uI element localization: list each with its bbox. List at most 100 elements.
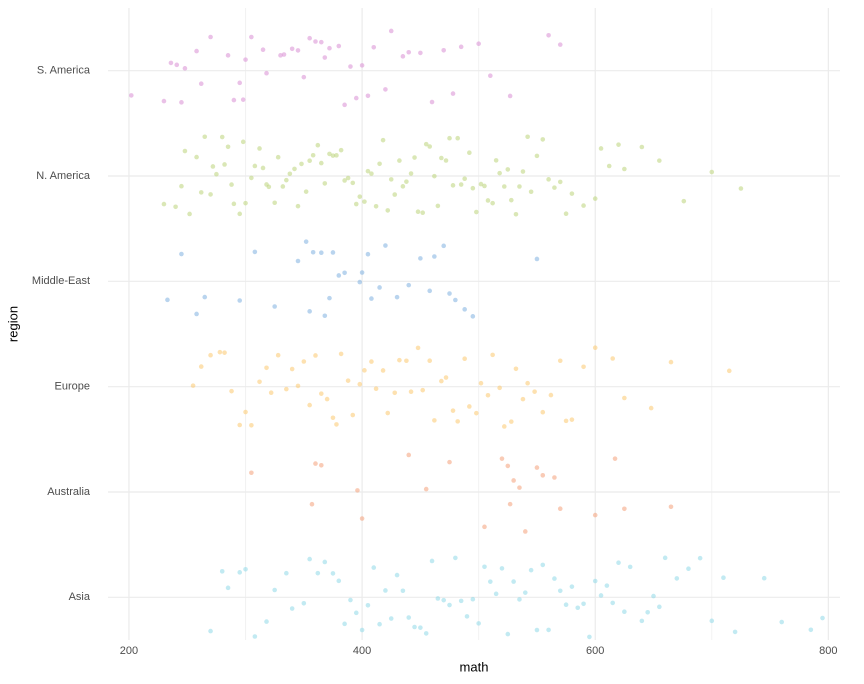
point <box>517 597 522 602</box>
point <box>397 158 402 163</box>
point <box>240 139 246 145</box>
point <box>336 578 342 584</box>
point <box>552 475 557 480</box>
point <box>622 506 627 512</box>
point <box>552 576 557 581</box>
point <box>657 604 662 610</box>
point <box>418 625 423 630</box>
point <box>474 209 479 215</box>
point <box>249 175 254 181</box>
point <box>327 151 332 157</box>
point <box>563 418 569 424</box>
point <box>214 171 219 177</box>
point <box>622 166 627 172</box>
point <box>400 184 406 189</box>
point <box>462 356 467 362</box>
point <box>252 249 258 255</box>
y-tick-label: Asia <box>69 591 91 603</box>
point <box>569 191 575 196</box>
point <box>179 100 184 105</box>
point <box>423 486 429 492</box>
point <box>406 49 412 55</box>
point <box>476 41 481 47</box>
point <box>455 419 460 424</box>
point <box>225 144 231 150</box>
point <box>275 154 281 160</box>
point <box>534 256 540 262</box>
point <box>249 34 254 40</box>
point <box>453 297 458 303</box>
point <box>485 198 491 203</box>
point <box>182 66 188 71</box>
point <box>287 171 293 177</box>
point <box>450 183 456 188</box>
point <box>350 180 356 186</box>
point <box>319 160 324 166</box>
point <box>243 57 248 62</box>
point <box>820 615 825 621</box>
point <box>365 93 371 99</box>
point <box>348 64 353 69</box>
point <box>709 169 715 175</box>
point <box>336 273 342 278</box>
point <box>237 570 243 575</box>
point <box>327 45 332 51</box>
point <box>392 192 398 197</box>
point <box>327 295 332 301</box>
point <box>377 161 382 167</box>
point <box>511 478 516 483</box>
point <box>225 585 231 591</box>
point <box>357 279 363 285</box>
point <box>808 627 814 633</box>
point <box>478 181 484 187</box>
point <box>243 566 248 572</box>
x-axis-title: math <box>460 659 489 674</box>
point <box>412 155 417 160</box>
point <box>198 81 204 86</box>
point <box>266 184 272 190</box>
point <box>406 452 412 458</box>
point <box>289 606 295 611</box>
point <box>194 48 199 54</box>
point <box>598 146 604 151</box>
point <box>187 211 192 217</box>
point <box>319 250 324 256</box>
point <box>348 597 353 603</box>
point <box>237 80 243 86</box>
point <box>289 46 295 52</box>
point <box>581 203 586 208</box>
point <box>307 556 312 562</box>
point <box>546 177 551 182</box>
point <box>295 203 301 209</box>
point <box>686 566 691 572</box>
point <box>388 28 394 34</box>
point <box>350 412 356 418</box>
point <box>240 97 246 102</box>
point <box>408 171 414 176</box>
point <box>418 50 423 56</box>
point <box>229 182 234 187</box>
y-tick-label: S. America <box>37 65 91 77</box>
point <box>450 408 456 413</box>
point <box>557 588 563 594</box>
point <box>392 390 398 396</box>
point <box>385 410 391 416</box>
point <box>362 199 367 204</box>
point <box>313 39 318 44</box>
point <box>423 631 429 636</box>
point <box>612 456 618 461</box>
point <box>198 364 204 369</box>
point <box>528 567 534 573</box>
point <box>249 423 254 428</box>
point <box>353 610 359 616</box>
point <box>476 621 481 626</box>
point <box>462 307 467 312</box>
point <box>313 353 318 358</box>
point <box>435 596 441 601</box>
point <box>284 177 289 183</box>
point <box>400 588 406 594</box>
x-tick-label: 400 <box>353 645 371 657</box>
point <box>404 358 409 364</box>
point <box>355 488 360 493</box>
point <box>208 192 213 197</box>
